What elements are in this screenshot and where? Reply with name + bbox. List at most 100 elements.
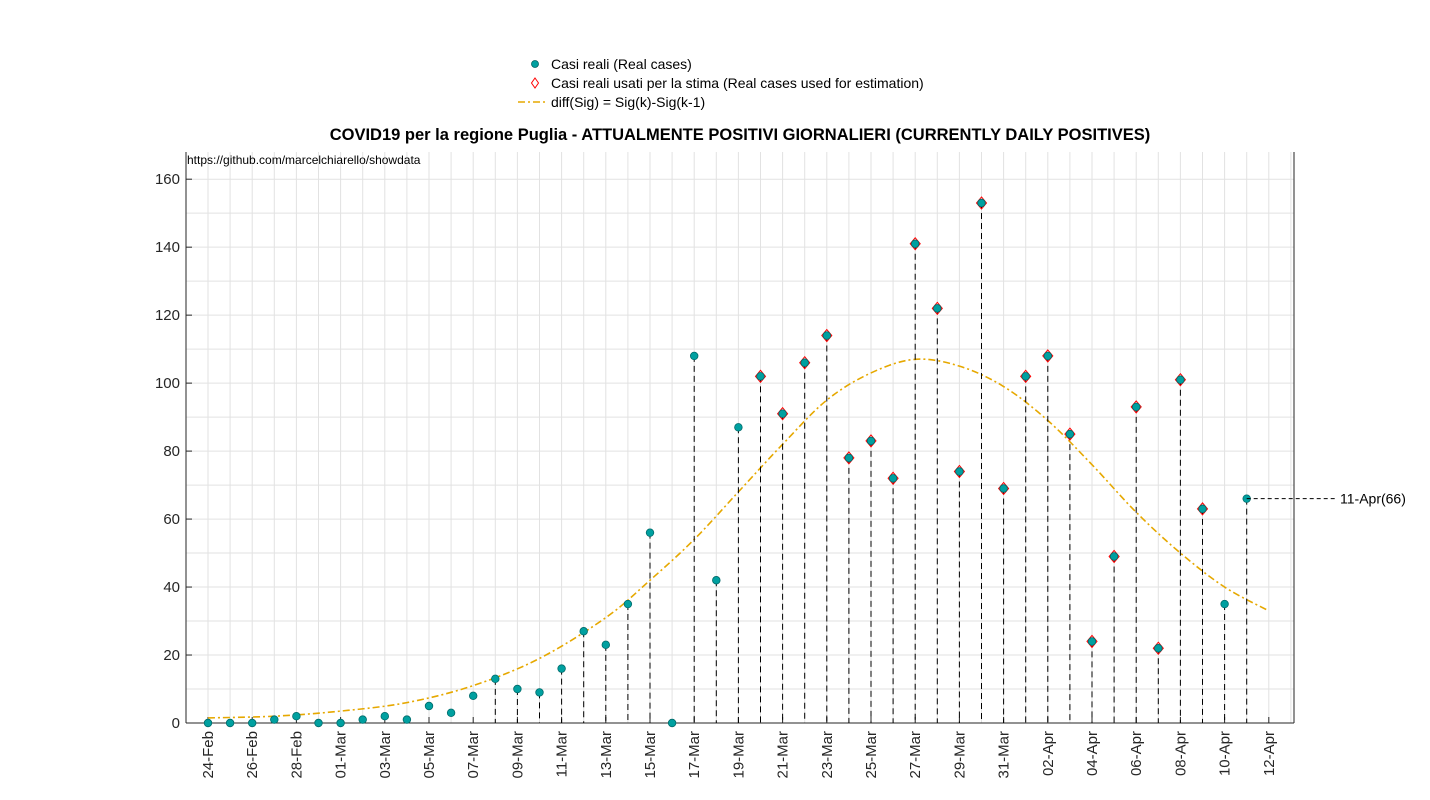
- data-point: [866, 436, 876, 446]
- x-tick-label: 02-Apr: [1040, 731, 1057, 776]
- data-point: [999, 484, 1008, 493]
- data-point: [469, 691, 478, 701]
- x-tick-label: 10-Apr: [1217, 731, 1234, 776]
- data-point: [756, 372, 765, 381]
- plot-background: [186, 152, 1294, 723]
- data-point: [623, 599, 633, 609]
- data-point: [645, 528, 655, 537]
- x-tick-label: 24-Feb: [200, 731, 217, 779]
- data-point: [270, 715, 279, 724]
- points-layer: [203, 196, 1251, 728]
- x-tick-label: 27-Mar: [907, 731, 924, 779]
- legend-item-real-cases: Casi reali (Real cases): [515, 55, 692, 73]
- data-point: [1198, 504, 1207, 514]
- data-point: [800, 358, 809, 367]
- x-tick-label: 29-Mar: [951, 731, 968, 779]
- source-note: https://github.com/marcelchiarello/showd…: [187, 153, 421, 167]
- data-point: [336, 718, 345, 728]
- legend: Casi reali (Real cases) Casi reali usati…: [515, 55, 965, 115]
- data-point: [1176, 375, 1185, 384]
- y-tick-label: 60: [163, 511, 180, 528]
- y-tick-label: 160: [155, 171, 180, 188]
- data-point: [1109, 552, 1119, 561]
- data-point: [734, 423, 743, 432]
- data-point: [446, 708, 456, 718]
- data-point: [402, 715, 412, 724]
- legend-diamond-marker: [515, 74, 551, 92]
- legend-item-fit-curve: diff(Sig) = Sig(k)-Sig(k-1): [515, 93, 705, 111]
- legend-label-used-for-estimation: Casi reali usati per la stima (Real case…: [551, 75, 924, 91]
- grid: [186, 152, 1294, 724]
- data-point: [380, 712, 389, 721]
- data-point: [977, 198, 986, 208]
- x-tick-label: 11-Mar: [554, 731, 571, 777]
- legend-dashdot-line: [515, 93, 551, 111]
- data-point: [579, 627, 588, 636]
- y-tick-label: 140: [155, 239, 180, 256]
- data-point: [1220, 599, 1229, 609]
- annotation: 11-Apr(66): [1246, 491, 1406, 507]
- y-tick-label: 20: [163, 647, 180, 664]
- data-point: [203, 718, 213, 728]
- data-point: [911, 239, 920, 248]
- x-tick-label: 31-Mar: [996, 731, 1013, 779]
- data-point: [247, 718, 257, 728]
- y-tick-label: 80: [163, 443, 180, 460]
- data-point: [955, 467, 964, 476]
- data-point: [1154, 644, 1163, 653]
- data-point: [933, 304, 942, 313]
- x-tick-label: 23-Mar: [819, 731, 836, 779]
- y-tick-label: 40: [163, 579, 180, 596]
- x-tick-label: 21-Mar: [775, 731, 792, 779]
- x-tick-label: 01-Mar: [333, 731, 350, 779]
- data-point: [557, 664, 566, 673]
- axes: 0 20 40 60 80 100 120 140 160 24-Feb 26-Feb 28-Feb 0…: [155, 152, 1295, 779]
- data-point: [1087, 637, 1097, 646]
- legend-circle-marker: [515, 55, 551, 73]
- x-tick-label: 12-Apr: [1261, 731, 1278, 776]
- x-tick-label: 03-Mar: [377, 731, 394, 779]
- data-point: [1131, 402, 1141, 412]
- x-tick-label: 17-Mar: [686, 731, 703, 779]
- stems-layer: [494, 202, 1248, 723]
- legend-item-used-for-estimation: Casi reali usati per la stima (Real case…: [515, 74, 924, 92]
- x-tick-label: 07-Mar: [465, 731, 482, 779]
- legend-label-real-cases: Casi reali (Real cases): [551, 56, 692, 72]
- data-point: [1065, 429, 1075, 439]
- chart-title: COVID19 per la regione Puglia - ATTUALME…: [330, 126, 1151, 144]
- x-tick-label: 05-Mar: [421, 731, 438, 779]
- y-tick-label: 0: [172, 715, 180, 732]
- x-tick-label: 19-Mar: [730, 731, 747, 779]
- y-tick-label: 120: [155, 307, 180, 324]
- x-tick-label: 15-Mar: [642, 731, 659, 779]
- x-tick-label: 28-Feb: [288, 731, 305, 779]
- x-tick-label: 08-Apr: [1172, 731, 1189, 776]
- data-point: [712, 576, 721, 585]
- data-point: [292, 712, 301, 721]
- legend-label-fit-curve: diff(Sig) = Sig(k)-Sig(k-1): [551, 94, 706, 110]
- data-point: [225, 718, 235, 728]
- data-point: [822, 331, 831, 340]
- x-tick-label: 13-Mar: [598, 731, 615, 779]
- data-point: [513, 684, 522, 694]
- data-point: [844, 453, 854, 463]
- x-tick-label: 09-Mar: [509, 731, 526, 779]
- x-tick-label: 06-Apr: [1128, 731, 1145, 776]
- data-point: [778, 409, 787, 418]
- x-tick-label: 26-Feb: [244, 731, 261, 779]
- data-point: [424, 701, 434, 711]
- data-point: [358, 715, 367, 724]
- data-point: [667, 718, 677, 728]
- data-point: [535, 688, 544, 697]
- x-tick-label: 25-Mar: [863, 731, 880, 779]
- data-point: [601, 640, 610, 650]
- y-tick-label: 100: [155, 375, 180, 392]
- data-point: [1043, 351, 1052, 361]
- annotation-label: 11-Apr(66): [1340, 491, 1406, 507]
- data-point: [690, 351, 699, 361]
- data-point: [888, 474, 898, 483]
- x-tick-label: 04-Apr: [1084, 731, 1101, 776]
- data-point: [1021, 372, 1030, 381]
- data-point: [491, 674, 500, 684]
